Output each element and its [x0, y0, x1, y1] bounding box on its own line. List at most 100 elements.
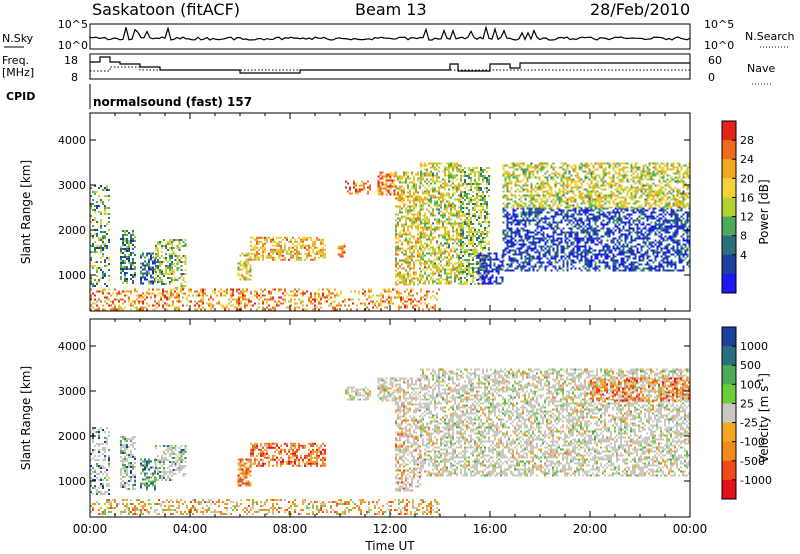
scatter-cell: [566, 186, 569, 189]
scatter-cell: [397, 253, 399, 256]
scatter-cell: [524, 202, 527, 205]
scatter-cell: [420, 232, 422, 235]
scatter-cell: [302, 238, 304, 241]
scatter-cell: [660, 227, 663, 230]
scatter-cell: [298, 242, 300, 245]
scatter-cell: [245, 276, 248, 279]
scatter-cell: [624, 221, 627, 224]
scatter-cell: [586, 231, 589, 234]
scatter-cell: [405, 269, 407, 272]
scatter-cell: [624, 265, 627, 268]
scatter-cell: [636, 219, 639, 222]
scatter-cell: [290, 254, 292, 257]
scatter-cell: [407, 241, 409, 244]
scatter-cell: [413, 245, 415, 248]
scatter-cell: [554, 184, 557, 187]
scatter-cell: [385, 187, 388, 190]
scatter-cell: [560, 190, 563, 193]
scatter-cell: [670, 253, 673, 256]
scatter-cell: [282, 238, 284, 241]
scatter-cell: [363, 188, 365, 191]
scatter-cell: [448, 254, 450, 257]
scatter-cell: [395, 265, 397, 268]
scatter-cell: [426, 190, 428, 193]
scatter-cell: [568, 257, 571, 260]
scatter-cell: [249, 278, 252, 281]
scatter-cell: [552, 219, 555, 222]
scatter-cell: [466, 231, 468, 233]
scatter-cell: [426, 262, 428, 265]
scatter-cell: [178, 239, 181, 241]
scatter-cell: [379, 187, 382, 190]
scatter-cell: [686, 217, 689, 220]
scatter-cell: [544, 227, 547, 230]
scatter-cell: [434, 196, 436, 199]
scatter-cell: [142, 274, 144, 277]
scatter-cell: [620, 253, 623, 256]
scatter-cell: [395, 251, 397, 254]
scatter-cell: [646, 235, 649, 238]
scatter-cell: [481, 254, 484, 257]
scatter-cell: [403, 279, 405, 282]
scatter-cell: [444, 264, 446, 267]
scatter-cell: [602, 225, 605, 228]
scatter-cell: [542, 227, 545, 230]
scatter-cell: [385, 185, 388, 188]
scatter-cell: [580, 184, 583, 187]
scatter-cell: [678, 249, 681, 252]
scatter-cell: [594, 202, 597, 205]
scatter-cell: [512, 215, 515, 218]
scatter-cell: [676, 227, 679, 230]
scatter-cell: [664, 269, 667, 272]
scatter-cell: [169, 259, 171, 261]
scatter-cell: [508, 176, 511, 179]
scatter-cell: [600, 255, 603, 258]
cpid-text: normalsound (fast) 157: [93, 95, 252, 109]
scatter-cell: [482, 191, 484, 193]
scatter-cell: [456, 212, 458, 215]
scatter-cell: [426, 266, 428, 269]
scatter-cell: [480, 205, 482, 207]
scatter-cell: [522, 188, 525, 191]
scatter-cell: [442, 212, 444, 215]
scatter-cell: [508, 182, 511, 185]
scatter-cell: [150, 254, 152, 257]
scatter-cell: [480, 183, 482, 185]
scatter-cell: [648, 237, 651, 240]
scatter-cell: [560, 166, 563, 169]
scatter-cell: [662, 219, 665, 222]
scatter-cell: [546, 176, 549, 179]
scatter-cell: [654, 217, 657, 220]
scatter-cell: [662, 229, 665, 232]
scatter-cell: [148, 268, 150, 271]
scatter-cell: [426, 234, 428, 237]
scatter-cell: [538, 225, 541, 228]
scatter-cell: [616, 219, 619, 222]
scatter-cell: [132, 240, 134, 242]
scatter-cell: [478, 215, 480, 217]
scatter-cell: [632, 221, 635, 224]
scatter-cell: [628, 267, 631, 270]
scatter-cell: [686, 215, 689, 218]
scatter-cell: [566, 223, 569, 226]
scatter-cell: [120, 260, 122, 262]
scatter-cell: [306, 256, 308, 259]
scatter-cell: [454, 164, 456, 167]
scatter-cell: [460, 174, 462, 177]
scatter-cell: [407, 239, 409, 242]
scatter-cell: [656, 253, 659, 256]
scatter-cell: [497, 282, 500, 285]
scatter-cell: [448, 168, 450, 171]
scatter-cell: [440, 196, 442, 199]
scatter-cell: [552, 241, 555, 244]
scatter-cell: [638, 251, 641, 254]
scatter-cell: [588, 237, 591, 240]
scatter-cell: [450, 212, 452, 215]
scatter-cell: [155, 245, 157, 247]
scatter-cell: [448, 164, 450, 167]
scatter-cell: [407, 273, 409, 276]
scatter-cell: [250, 258, 252, 261]
scatter-cell: [680, 209, 683, 212]
scatter-cell: [634, 255, 637, 258]
scatter-cell: [468, 167, 470, 169]
